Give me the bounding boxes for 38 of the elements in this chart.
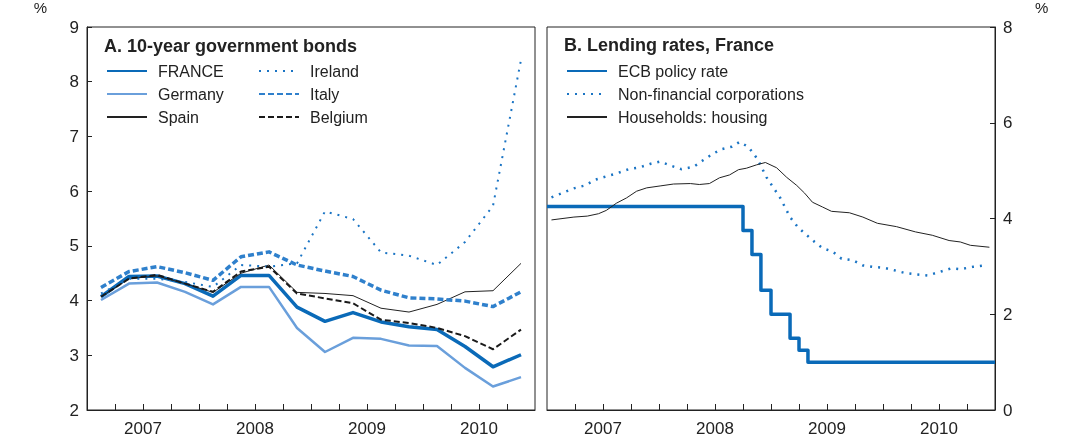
x-tick-label: 2008 <box>236 419 274 437</box>
chart-title: B. Lending rates, France <box>564 35 775 55</box>
x-tick-label: 2009 <box>348 419 386 437</box>
y-tick-label: 2 <box>69 400 79 420</box>
y-axis-title: % <box>33 0 47 16</box>
text: A. 10-year government bonds <box>104 36 358 56</box>
legend-label: ECB policy rate <box>618 62 729 80</box>
y2-tick-label: 6 <box>1003 113 1013 133</box>
legend-label: Italy <box>310 85 340 103</box>
y-tick-label: 9 <box>69 17 79 37</box>
legend-label: Households: housing <box>618 108 768 126</box>
y2-tick-label: 0 <box>1003 400 1013 420</box>
legend-label: Spain <box>158 108 199 126</box>
x-tick-label: 2007 <box>584 419 622 437</box>
x-tick-label: 2009 <box>808 419 846 437</box>
y-tick-label: 7 <box>69 126 79 146</box>
legend-label: Germany <box>158 85 224 103</box>
legend-label: Belgium <box>310 108 368 126</box>
legend-label: Ireland <box>310 62 359 80</box>
x-tick-label: 2010 <box>920 419 958 437</box>
y2-axis-title: % <box>1035 0 1049 16</box>
x-tick-label: 2007 <box>124 419 162 437</box>
y-tick-label: 3 <box>69 345 79 365</box>
x-tick-label: 2008 <box>696 419 734 437</box>
y-tick-label: 4 <box>69 291 79 311</box>
y2-tick-label: 4 <box>1003 209 1013 228</box>
x-tick-label: 2010 <box>460 419 498 437</box>
legend-label: FRANCE <box>158 62 224 80</box>
line-series <box>100 265 522 351</box>
line-series <box>99 281 523 388</box>
legend-label: Non-financial corporations <box>618 85 804 103</box>
y-tick-label: 5 <box>69 236 79 256</box>
y2-tick-label: 2 <box>1003 304 1013 324</box>
y-tick-label: 8 <box>69 72 79 92</box>
y2-tick-label: 8 <box>1003 17 1013 37</box>
line-series <box>550 161 990 248</box>
line-series <box>99 250 523 309</box>
y-tick-label: 6 <box>69 181 79 201</box>
